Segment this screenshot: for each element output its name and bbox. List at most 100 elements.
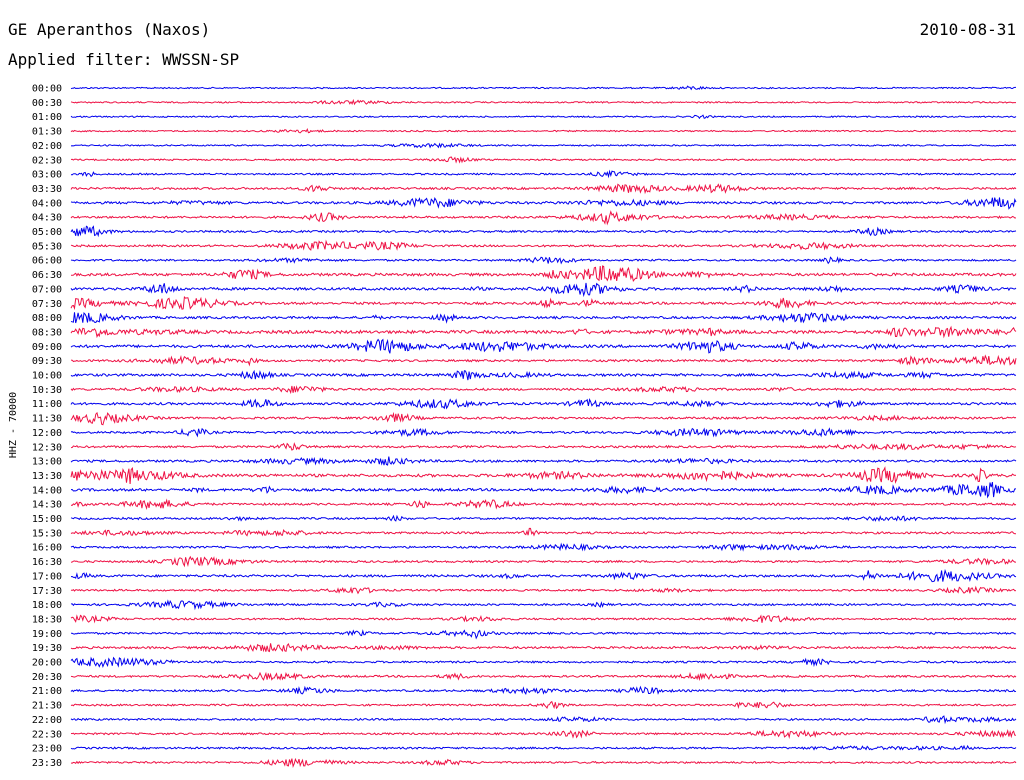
trace-line (70, 225, 1017, 238)
trace-line (70, 296, 1017, 311)
trace-line (70, 715, 1017, 725)
trace-line (70, 256, 1017, 265)
row-time-label: 16:00 (32, 543, 62, 554)
trace-line (70, 671, 1017, 682)
trace-line (70, 265, 1017, 283)
row-time-label: 11:30 (32, 414, 62, 425)
trace-line (70, 196, 1017, 210)
row-time-label: 05:00 (32, 227, 62, 238)
row-time-label: 19:00 (32, 629, 62, 640)
row-time-label: 03:00 (32, 170, 62, 181)
row-time-label: 10:00 (32, 371, 62, 382)
row-time-label: 07:00 (32, 284, 62, 295)
station-title: GE Aperanthos (Naxos) (8, 20, 211, 39)
trace-line (70, 411, 1017, 426)
trace-line (70, 542, 1017, 552)
row-time-label: 21:30 (32, 701, 62, 712)
trace-line (70, 239, 1017, 251)
row-time-label: 20:00 (32, 658, 62, 669)
row-time-label: 06:00 (32, 256, 62, 267)
row-time-label: 11:00 (32, 399, 62, 410)
row-time-label: 09:00 (32, 342, 62, 353)
row-time-label: 13:00 (32, 457, 62, 468)
row-time-label: 22:30 (32, 729, 62, 740)
row-time-label: 12:00 (32, 428, 62, 439)
trace-line (70, 427, 1016, 438)
trace-line (70, 456, 1017, 466)
trace-line (70, 114, 1017, 120)
trace-line (70, 398, 1017, 410)
row-time-label: 03:30 (32, 184, 62, 195)
row-time-label: 16:30 (32, 557, 62, 568)
trace-line (70, 210, 1017, 226)
row-time-label: 14:30 (32, 500, 62, 511)
row-time-label: 13:30 (32, 471, 62, 482)
trace-line (70, 442, 1017, 451)
trace-line (70, 338, 1017, 354)
row-time-label: 18:00 (32, 600, 62, 611)
row-time-label: 12:30 (32, 442, 62, 453)
trace-line (70, 585, 1017, 595)
trace-line (70, 700, 1017, 710)
row-time-label: 17:00 (32, 571, 62, 582)
filter-label: Applied filter: WWSSN-SP (8, 50, 240, 69)
row-time-label: 05:30 (32, 241, 62, 252)
trace-line (70, 527, 1017, 537)
row-time-label: 10:30 (32, 385, 62, 396)
trace-line (70, 128, 1017, 134)
row-time-label: 08:30 (32, 327, 62, 338)
row-time-label: 00:30 (32, 98, 62, 109)
trace-line (70, 354, 1017, 367)
row-time-label: 01:30 (32, 127, 62, 138)
channel-axis-label: HHZ - 70000 (8, 392, 19, 458)
trace-line (70, 614, 1017, 624)
trace-line (70, 466, 1017, 485)
trace-line (70, 757, 1017, 768)
trace-line (70, 282, 1017, 298)
trace-line (70, 156, 1017, 164)
trace-line (70, 685, 1017, 695)
trace-line (70, 656, 1017, 668)
row-time-label: 09:30 (32, 356, 62, 367)
row-time-label: 15:30 (32, 528, 62, 539)
row-time-label: 20:30 (32, 672, 62, 683)
row-time-label: 01:00 (32, 112, 62, 123)
row-time-label: 17:30 (32, 586, 62, 597)
trace-line (70, 169, 1017, 179)
row-time-label: 02:00 (32, 141, 62, 152)
row-time-label: 23:00 (32, 744, 62, 755)
row-time-label: 18:30 (32, 614, 62, 625)
trace-line (70, 85, 1016, 91)
row-time-label: 15:00 (32, 514, 62, 525)
row-time-label: 14:00 (32, 485, 62, 496)
row-time-label: 07:30 (32, 299, 62, 310)
trace-line (70, 514, 1017, 522)
trace-line (70, 325, 1017, 339)
record-date: 2010-08-31 (919, 20, 1016, 39)
trace-line (70, 385, 1017, 395)
row-time-label: 04:00 (32, 198, 62, 209)
trace-line (70, 498, 1017, 510)
trace-line (70, 729, 1017, 739)
trace-line (70, 643, 1017, 653)
row-time-label: 19:30 (32, 643, 62, 654)
trace-line (70, 599, 1016, 611)
row-time-label: 04:30 (32, 213, 62, 224)
row-time-label: 02:30 (32, 155, 62, 166)
trace-line (70, 142, 1017, 149)
row-time-label: 23:30 (32, 758, 62, 769)
trace-line (70, 183, 1017, 195)
trace-line (70, 568, 1017, 583)
trace-line (70, 481, 1016, 499)
row-time-label: 21:00 (32, 686, 62, 697)
row-time-label: 08:00 (32, 313, 62, 324)
trace-line (70, 369, 1016, 381)
row-time-label: 00:00 (32, 84, 62, 95)
trace-line (70, 744, 1017, 751)
trace-line (70, 555, 1016, 568)
trace-line (70, 311, 1017, 324)
row-time-label: 22:00 (32, 715, 62, 726)
trace-line (70, 98, 1016, 106)
trace-line (71, 629, 1017, 640)
